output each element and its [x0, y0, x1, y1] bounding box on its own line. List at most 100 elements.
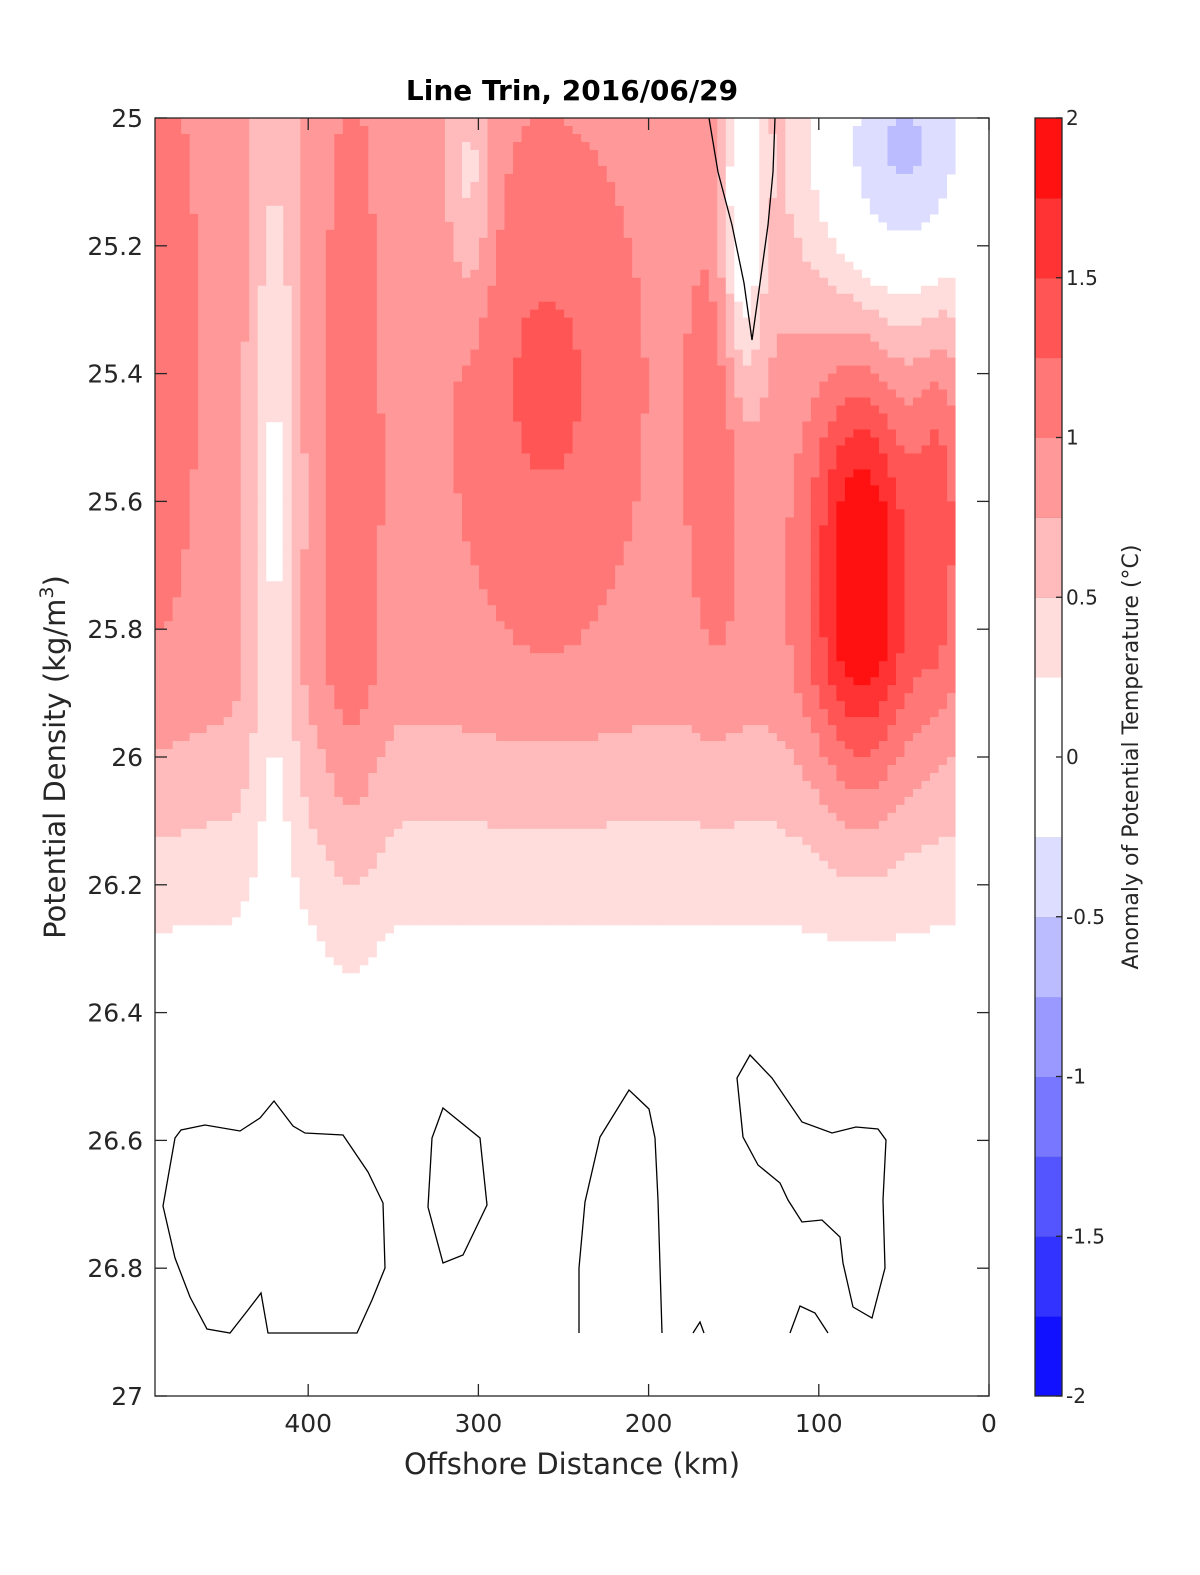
contour-cell [206, 237, 216, 247]
contour-cell [248, 501, 258, 510]
contour-cell [206, 509, 216, 518]
contour-cell [427, 429, 437, 439]
contour-cell [384, 317, 394, 327]
contour-cell [878, 205, 888, 215]
contour-cell [469, 245, 479, 255]
contour-cell [699, 205, 709, 215]
contour-cell [657, 421, 667, 431]
contour-cell [265, 341, 275, 351]
contour-cell [674, 333, 684, 343]
contour-cell [589, 413, 599, 423]
contour-cell [469, 165, 479, 175]
contour-cell [580, 125, 590, 135]
contour-cell [912, 373, 922, 383]
contour-cell [572, 197, 582, 207]
contour-cell [299, 381, 309, 391]
contour-cell [810, 509, 820, 518]
contour-cell [197, 277, 207, 287]
contour-cell [929, 205, 939, 215]
contour-cell [861, 309, 871, 319]
contour-cell [206, 381, 216, 391]
contour-cell [163, 285, 173, 295]
contour-cell [674, 165, 684, 175]
contour-cell [929, 397, 939, 407]
contour-cell [657, 429, 667, 439]
contour-cell [750, 397, 760, 407]
contour-cell [537, 165, 548, 175]
contour-cell [852, 277, 862, 287]
contour-cell [189, 165, 199, 175]
contour-cell [648, 309, 658, 319]
contour-cell [691, 349, 701, 359]
contour-cell [180, 189, 190, 199]
contour-cell [878, 141, 888, 151]
contour-cell [231, 141, 241, 151]
contour-cell [886, 181, 896, 191]
contour-cell [367, 365, 377, 375]
contour-cell [912, 557, 922, 566]
contour-cell [452, 453, 462, 463]
contour-cell [529, 501, 539, 510]
contour-cell [512, 285, 522, 295]
contour-cell [376, 157, 386, 167]
contour-cell [248, 181, 258, 191]
contour-cell [716, 493, 726, 502]
contour-cell [784, 501, 794, 510]
contour-cell [537, 277, 548, 287]
contour-cell [316, 309, 326, 319]
contour-cell [376, 389, 386, 399]
contour-cell [155, 197, 165, 207]
contour-cell [767, 253, 777, 263]
contour-cell [912, 485, 922, 495]
contour-cell [801, 213, 811, 223]
contour-cell [189, 213, 199, 223]
contour-cell [359, 533, 369, 542]
contour-cell [554, 485, 565, 495]
contour-cell [852, 509, 862, 518]
contour-cell [597, 221, 607, 231]
contour-cell [793, 397, 803, 407]
contour-cell [529, 309, 539, 319]
contour-cell [401, 373, 411, 383]
contour-cell [393, 429, 403, 439]
contour-cell [648, 141, 658, 151]
contour-cell [937, 525, 948, 534]
contour-cell [478, 165, 488, 175]
contour-cell [189, 413, 199, 423]
contour-cell [486, 221, 497, 231]
contour-cell [699, 118, 709, 127]
contour-cell [401, 421, 411, 431]
contour-cell [665, 373, 675, 383]
contour-cell [291, 118, 301, 127]
contour-cell [214, 461, 224, 471]
contour-cell [886, 373, 896, 383]
contour-cell [801, 565, 811, 574]
contour-cell [801, 365, 811, 375]
contour-cell [563, 245, 573, 255]
contour-cell [478, 437, 488, 447]
contour-cell [750, 477, 760, 487]
contour-cell [648, 373, 658, 383]
contour-cell [835, 421, 845, 431]
contour-cell [393, 325, 403, 335]
contour-cell [572, 405, 582, 415]
contour-cell [767, 477, 777, 487]
contour-cell [189, 141, 199, 151]
contour-cell [716, 149, 726, 159]
contour-cell [818, 221, 828, 231]
contour-cell [929, 533, 939, 542]
contour-cell [418, 189, 428, 199]
contour-cell [937, 317, 948, 327]
contour-cell [155, 293, 165, 303]
contour-cell [333, 445, 343, 455]
contour-cell [189, 349, 199, 359]
contour-cell [699, 165, 709, 175]
contour-cell [563, 141, 573, 151]
contour-cell [410, 349, 420, 359]
contour-cell [452, 285, 462, 295]
contour-cell [589, 157, 599, 167]
contour-cell [308, 149, 318, 159]
contour-cell [861, 397, 871, 407]
contour-cell [180, 221, 190, 231]
contour-cell [589, 301, 599, 311]
